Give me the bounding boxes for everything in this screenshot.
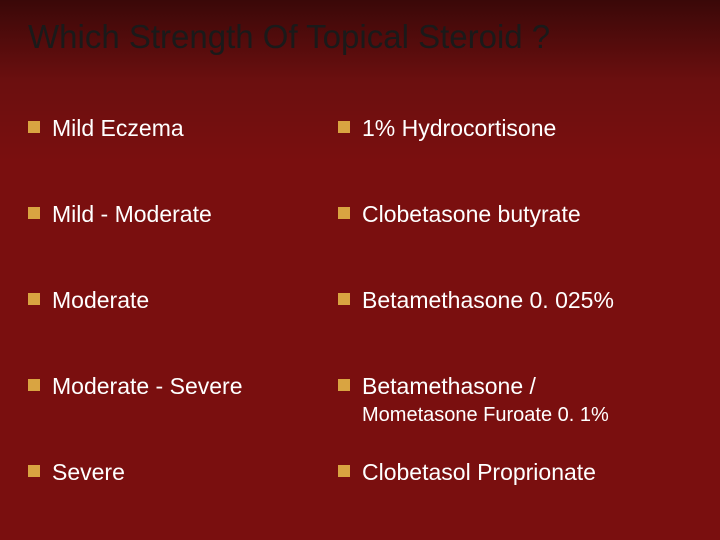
bullet-icon — [338, 121, 350, 133]
condition-label: Moderate - Severe — [52, 372, 242, 401]
slide: Which Strength Of Topical Steroid ? Mild… — [0, 0, 720, 540]
treatment-label: 1% Hydrocortisone — [362, 114, 556, 145]
list-item: Mild Eczema — [28, 114, 338, 200]
condition-label: Severe — [52, 458, 125, 487]
treatment-label: Betamethasone 0. 025% — [362, 286, 614, 317]
treatment-label: Clobetasone butyrate — [362, 200, 581, 231]
condition-label: Mild - Moderate — [52, 200, 212, 229]
bullet-icon — [28, 465, 40, 477]
condition-label: Moderate — [52, 286, 149, 315]
list-item: Moderate — [28, 286, 338, 372]
bullet-icon — [338, 379, 350, 391]
list-item: Clobetasol Proprionate — [338, 458, 692, 540]
list-item: 1% Hydrocortisone — [338, 114, 692, 200]
content-columns: Mild Eczema Mild - Moderate Moderate Mod… — [28, 114, 692, 540]
treatment-label: Betamethasone / Mometasone Furoate 0. 1% — [362, 372, 609, 428]
bullet-icon — [28, 379, 40, 391]
list-item: Betamethasone / Mometasone Furoate 0. 1% — [338, 372, 692, 458]
list-item: Mild - Moderate — [28, 200, 338, 286]
bullet-icon — [28, 293, 40, 305]
right-column: 1% Hydrocortisone Clobetasone butyrate B… — [338, 114, 692, 540]
treatment-label: Clobetasol Proprionate — [362, 458, 596, 489]
list-item: Severe — [28, 458, 338, 540]
bullet-icon — [338, 465, 350, 477]
bullet-icon — [28, 121, 40, 133]
list-item: Betamethasone 0. 025% — [338, 286, 692, 372]
treatment-main: 1% Hydrocortisone — [362, 115, 556, 141]
treatment-main: Betamethasone / — [362, 373, 536, 399]
bullet-icon — [28, 207, 40, 219]
bullet-icon — [338, 207, 350, 219]
treatment-main: Clobetasone butyrate — [362, 201, 581, 227]
list-item: Clobetasone butyrate — [338, 200, 692, 286]
left-column: Mild Eczema Mild - Moderate Moderate Mod… — [28, 114, 338, 540]
slide-title: Which Strength Of Topical Steroid ? — [28, 18, 692, 56]
list-item: Moderate - Severe — [28, 372, 338, 458]
condition-label: Mild Eczema — [52, 114, 184, 143]
treatment-main: Clobetasol Proprionate — [362, 459, 596, 485]
treatment-main: Betamethasone 0. 025% — [362, 287, 614, 313]
bullet-icon — [338, 293, 350, 305]
treatment-sub: Mometasone Furoate 0. 1% — [362, 403, 609, 428]
